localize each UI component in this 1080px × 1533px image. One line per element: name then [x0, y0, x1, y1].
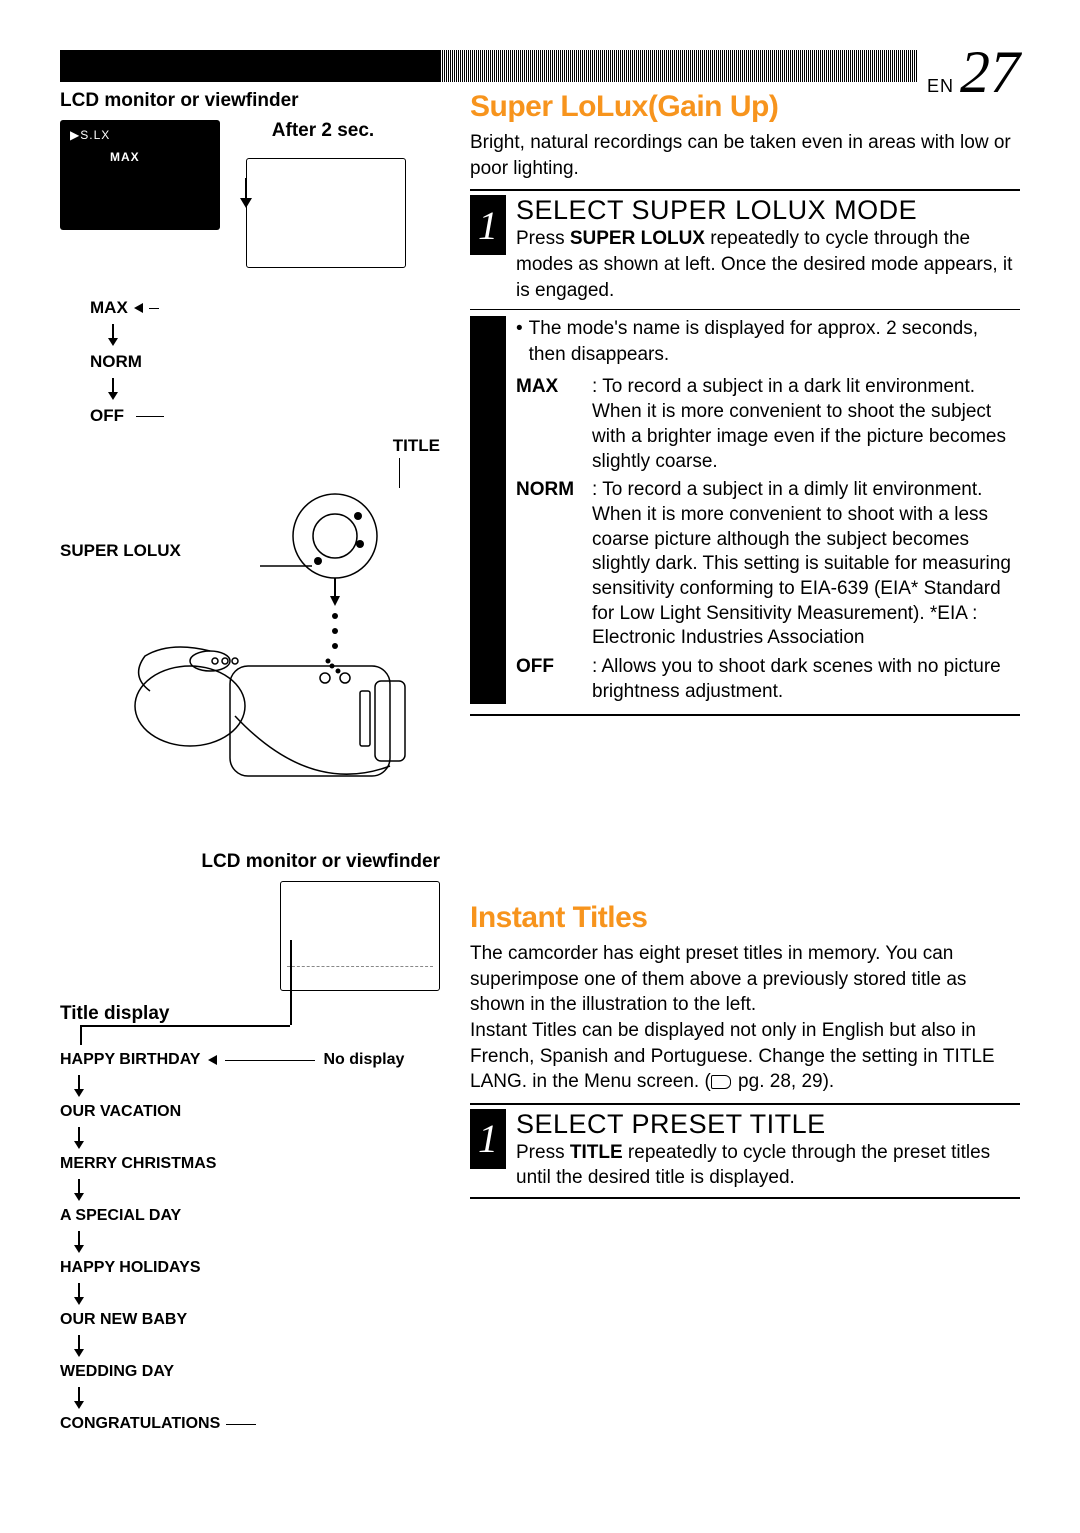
lcd-label-2: LCD monitor or viewfinder: [60, 851, 440, 873]
para1: The camcorder has eight preset titles in…: [470, 941, 1020, 1018]
step-heading-2a: SELECT PRESET TITLE: [516, 1109, 1020, 1140]
left-column-1: LCD monitor or viewfinder ▶S.LX MAX Afte…: [60, 90, 440, 811]
lcd-line1: ▶S.LX: [70, 128, 210, 142]
page-lang: EN: [927, 76, 954, 97]
step-body-2a: Press TITLE repeatedly to cycle through …: [516, 1140, 1020, 1191]
sb1-pre: Press: [516, 228, 570, 249]
right-column-1: Super LoLux(Gain Up) Bright, natural rec…: [470, 90, 1020, 811]
title-4: HAPPY HOLIDAYS: [60, 1259, 440, 1277]
mode-norm: NORM: [90, 352, 142, 372]
bullet-dot: •: [516, 316, 523, 367]
sb1-bold: SUPER LOLUX: [570, 228, 705, 249]
para2: Instant Titles can be displayed not only…: [470, 1018, 1020, 1095]
page-ref-icon: [711, 1075, 731, 1089]
mode-max: MAX: [90, 298, 128, 318]
right-column-2: Instant Titles The camcorder has eight p…: [470, 851, 1020, 1439]
lcd-label-1: LCD monitor or viewfinder: [60, 90, 440, 112]
mode-definitions: MAX : To record a subject in a dark lit …: [516, 375, 1020, 704]
step-body-1a: Press SUPER LOLUX repeatedly to cycle th…: [516, 226, 1020, 303]
p2-post: pg. 28, 29).: [733, 1071, 834, 1092]
header-solid: [60, 50, 440, 82]
sb2-pre: Press: [516, 1142, 570, 1163]
arrow-left-icon: [134, 303, 143, 313]
title-7: CONGRATULATIONS: [60, 1415, 220, 1433]
title-0: HAPPY BIRTHDAY: [60, 1051, 200, 1069]
title-display-label: Title display: [60, 1003, 169, 1024]
def-key-norm: NORM: [516, 478, 586, 651]
section-instant-titles: LCD monitor or viewfinder Title display …: [60, 851, 1020, 1439]
step-number-1a: 1: [470, 195, 506, 255]
callout-super-lolux: SUPER LOLUX: [60, 541, 181, 561]
camcorder-illustration: [60, 466, 440, 806]
step-heading-1a: SELECT SUPER LOLUX MODE: [516, 195, 1020, 226]
bullet-text: The mode's name is displayed for approx.…: [529, 316, 1020, 367]
lcd-line2: MAX: [110, 150, 210, 164]
divider-end: [470, 714, 1020, 716]
title-2: MERRY CHRISTMAS: [60, 1155, 440, 1173]
divider2: [470, 1103, 1020, 1105]
title-6: WEDDING DAY: [60, 1363, 440, 1381]
page-number: EN 27: [917, 38, 1020, 107]
lcd-screen-blank: [246, 158, 406, 268]
divider-thin: [470, 309, 1020, 310]
after-2-sec-label: After 2 sec.: [240, 120, 406, 142]
left-column-2: LCD monitor or viewfinder Title display …: [60, 851, 440, 1439]
intro-text: Bright, natural recordings can be taken …: [470, 130, 1020, 181]
divider2-end: [470, 1197, 1020, 1199]
divider: [470, 189, 1020, 191]
title-1: OUR VACATION: [60, 1103, 440, 1121]
preset-title-list: HAPPY BIRTHDAY No display OUR VACATION M…: [60, 1051, 440, 1433]
mode-cycle-list: MAX NORM OFF: [90, 298, 440, 426]
def-key-max: MAX: [516, 375, 586, 474]
no-display-label: No display: [323, 1051, 404, 1069]
arrow-left-icon: [208, 1055, 217, 1065]
title-screen: [280, 881, 440, 991]
title-3: A SPECIAL DAY: [60, 1207, 440, 1225]
page-num-value: 27: [960, 38, 1020, 107]
header-bar: EN 27: [60, 50, 1020, 82]
heading-instant-titles: Instant Titles: [470, 901, 1020, 935]
step-number-2a: 1: [470, 1109, 506, 1169]
lcd-screen-on: ▶S.LX MAX: [60, 120, 220, 230]
def-key-off: OFF: [516, 655, 586, 704]
title-5: OUR NEW BABY: [60, 1311, 440, 1329]
mode-off: OFF: [90, 406, 124, 426]
def-val-max: : To record a subject in a dark lit envi…: [592, 375, 1020, 474]
sb2-bold: TITLE: [570, 1142, 623, 1163]
callout-title: TITLE: [393, 436, 440, 455]
step-bar: [470, 316, 506, 704]
def-val-norm: : To record a subject in a dimly lit env…: [592, 478, 1020, 651]
def-val-off: : Allows you to shoot dark scenes with n…: [592, 655, 1020, 704]
section-super-lolux: LCD monitor or viewfinder ▶S.LX MAX Afte…: [60, 90, 1020, 811]
